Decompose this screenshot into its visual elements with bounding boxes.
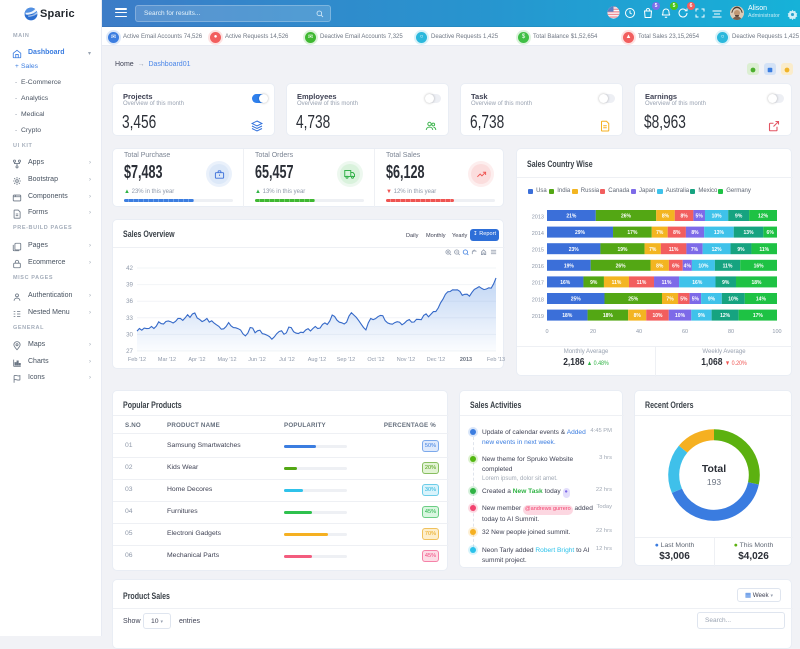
svg-text:21%: 21%	[566, 214, 577, 220]
svg-text:2019: 2019	[532, 314, 544, 320]
svg-text:36: 36	[126, 298, 133, 305]
svg-text:11%: 11%	[759, 247, 769, 253]
svg-text:100: 100	[772, 329, 781, 335]
svg-text:25%: 25%	[571, 297, 582, 303]
svg-text:8%: 8%	[673, 230, 681, 236]
svg-text:10%: 10%	[698, 263, 709, 269]
svg-text:26%: 26%	[621, 214, 632, 220]
svg-text:30: 30	[126, 331, 133, 338]
svg-text:40: 40	[636, 329, 642, 335]
svg-text:7%: 7%	[656, 230, 664, 236]
svg-text:5%: 5%	[680, 297, 688, 303]
svg-text:12%: 12%	[712, 247, 723, 253]
svg-text:6%: 6%	[767, 230, 775, 236]
svg-text:11%: 11%	[662, 280, 672, 286]
svg-text:9%: 9%	[737, 247, 745, 253]
svg-text:11%: 11%	[723, 263, 733, 269]
svg-text:Apr '12: Apr '12	[188, 357, 205, 363]
svg-text:27: 27	[126, 348, 133, 355]
svg-text:Mar '12: Mar '12	[158, 357, 176, 363]
svg-text:8%: 8%	[662, 214, 670, 220]
svg-text:25%: 25%	[628, 297, 639, 303]
svg-text:12%: 12%	[720, 313, 731, 319]
svg-text:Feb '12: Feb '12	[128, 357, 146, 363]
svg-text:29%: 29%	[575, 230, 586, 236]
svg-text:7%: 7%	[666, 297, 674, 303]
svg-text:Oct '12: Oct '12	[367, 357, 384, 363]
svg-text:2018: 2018	[532, 297, 544, 303]
svg-text:7%: 7%	[691, 247, 699, 253]
svg-text:Jul '12: Jul '12	[279, 357, 295, 363]
svg-text:9%: 9%	[698, 313, 706, 319]
svg-text:May '12: May '12	[217, 357, 236, 363]
svg-text:17%: 17%	[627, 230, 638, 236]
svg-text:17%: 17%	[753, 313, 764, 319]
svg-text:5%: 5%	[692, 297, 700, 303]
svg-text:8%: 8%	[656, 263, 664, 269]
svg-text:2015: 2015	[532, 248, 544, 254]
svg-text:2014: 2014	[532, 231, 544, 237]
svg-text:5%: 5%	[696, 214, 704, 220]
svg-text:Dec '12: Dec '12	[427, 357, 445, 363]
svg-text:10%: 10%	[652, 313, 663, 319]
svg-text:2013: 2013	[532, 214, 544, 220]
svg-text:14%: 14%	[756, 297, 767, 303]
svg-text:80: 80	[728, 329, 734, 335]
svg-text:9%: 9%	[590, 280, 598, 286]
svg-text:10%: 10%	[675, 313, 686, 319]
svg-text:8%: 8%	[634, 313, 642, 319]
svg-text:13%: 13%	[744, 230, 755, 236]
svg-text:13%: 13%	[714, 230, 725, 236]
svg-text:19%: 19%	[618, 247, 629, 253]
svg-text:16%: 16%	[754, 263, 765, 269]
svg-text:12%: 12%	[758, 214, 769, 220]
svg-text:16%: 16%	[560, 280, 571, 286]
svg-text:18%: 18%	[562, 313, 573, 319]
svg-text:16%: 16%	[692, 280, 703, 286]
svg-text:33: 33	[126, 315, 133, 322]
svg-text:4%: 4%	[684, 263, 692, 269]
svg-text:60: 60	[682, 329, 688, 335]
svg-text:42: 42	[126, 265, 133, 272]
svg-text:2016: 2016	[532, 264, 544, 270]
svg-text:10%: 10%	[712, 214, 723, 220]
svg-text:0: 0	[545, 329, 548, 335]
svg-text:9%: 9%	[735, 214, 743, 220]
svg-text:23%: 23%	[569, 247, 580, 253]
svg-text:8%: 8%	[680, 214, 688, 220]
svg-text:Sep '12: Sep '12	[337, 357, 355, 363]
svg-text:Jun '12: Jun '12	[248, 357, 266, 363]
svg-text:26%: 26%	[616, 263, 627, 269]
svg-text:Aug '12: Aug '12	[308, 357, 326, 363]
svg-text:2017: 2017	[532, 281, 544, 287]
svg-text:19%: 19%	[564, 263, 575, 269]
svg-text:9%: 9%	[708, 297, 716, 303]
svg-text:Nov '12: Nov '12	[397, 357, 415, 363]
svg-text:18%: 18%	[603, 313, 614, 319]
svg-text:Feb '13: Feb '13	[487, 357, 505, 363]
svg-text:6%: 6%	[672, 263, 680, 269]
svg-text:39: 39	[126, 282, 133, 289]
svg-text:11%: 11%	[612, 280, 622, 286]
svg-text:10%: 10%	[728, 297, 739, 303]
svg-text:11%: 11%	[669, 247, 679, 253]
svg-text:7%: 7%	[649, 247, 657, 253]
svg-text:20: 20	[590, 329, 596, 335]
svg-text:18%: 18%	[751, 280, 762, 286]
svg-text:9%: 9%	[722, 280, 730, 286]
svg-text:2013: 2013	[460, 357, 472, 363]
svg-text:11%: 11%	[637, 280, 647, 286]
svg-text:8%: 8%	[691, 230, 699, 236]
